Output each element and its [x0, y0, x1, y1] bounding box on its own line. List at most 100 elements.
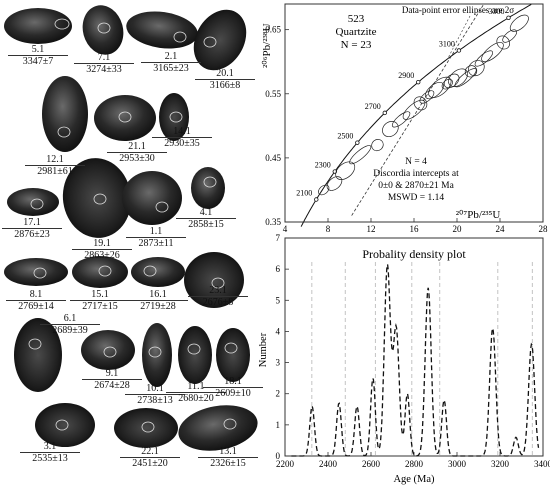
x-tick-label: 3000: [448, 459, 467, 469]
y-tick-label: 0.45: [265, 153, 281, 163]
error-ellipse: [496, 35, 511, 50]
grain-id: 18.1: [203, 376, 263, 388]
grain-label: 4.1 2858±15: [176, 207, 236, 230]
grain-id: 1.1: [126, 226, 186, 238]
grain-age: 2326±15: [210, 458, 246, 469]
grain-age: 2981±61: [37, 166, 73, 177]
grain-id: 6.1: [40, 313, 100, 325]
error-ellipse: [391, 111, 411, 128]
zircon-grain: [216, 328, 250, 382]
age-label: 2900: [398, 71, 414, 80]
grain-id: 16.1: [128, 289, 188, 301]
grain-id: 8.1: [6, 289, 66, 301]
error-ellipse: [481, 42, 504, 63]
y-tick-label: 0.65: [265, 25, 281, 35]
grain-age: 2769±14: [18, 301, 54, 312]
grain-label: 13.1 2326±15: [198, 446, 258, 469]
grain-age: 3274±33: [86, 64, 122, 75]
grain-label: 19.1 2863±26: [72, 238, 132, 261]
grain-label: 2.1 3165±23: [141, 51, 201, 74]
density-curve: [291, 264, 540, 457]
grain-label: 5.1 3347±7: [8, 44, 68, 67]
x-tick-label: 2400: [319, 459, 338, 469]
y-tick-label: 4: [276, 326, 281, 336]
zircon-grain: [81, 330, 135, 370]
pdp-title: Probality density plot: [362, 247, 466, 261]
zircon-grain: [82, 5, 124, 55]
grain-age: 2676±8: [202, 297, 234, 308]
x-tick-label: 8: [326, 224, 331, 234]
stats-line-2: Discordia intercepts at: [373, 169, 459, 179]
x-axis-label: ²⁰⁷Pb/²³⁵U: [456, 209, 501, 221]
grain-label: 6.1 2689±39: [40, 313, 100, 336]
grain-label: 23.1 2676±8: [188, 285, 248, 308]
zircon-grain: [35, 403, 95, 447]
age-label: 2700: [365, 102, 381, 111]
stats-line-3: 0±0 & 2870±21 Ma: [378, 181, 454, 191]
rock-label: Quartzite: [336, 26, 377, 38]
grain-id: 14.1: [152, 126, 212, 138]
grain-id: 2.1: [141, 51, 201, 63]
discordia-line: [351, 3, 485, 216]
grain-id: 23.1: [188, 285, 248, 297]
zircon-grain: [94, 95, 156, 141]
grain-id: 15.1: [70, 289, 130, 301]
error-ellipse: [448, 68, 468, 87]
stats-line-1: N = 4: [405, 157, 427, 167]
y-tick-label: 6: [276, 264, 281, 274]
age-label: 2500: [337, 132, 353, 141]
grain-age: 2930±35: [164, 138, 200, 149]
grain-age: 2535±13: [32, 453, 68, 464]
error-ellipse: [326, 176, 343, 191]
grain-label: 3.1 2535±13: [20, 441, 80, 464]
pdp-axes: 2200 2400 2600 2800 3000 3200 3400 0 1 2 3 4 5 6 7: [276, 233, 550, 469]
x-tick-label: 28: [539, 224, 549, 234]
y-tick-label: 3: [276, 358, 281, 368]
y-tick-label: 0.35: [265, 217, 281, 227]
grain-label: 14.1 2930±35: [152, 126, 212, 149]
grain-age: 2680±20: [178, 393, 214, 404]
error-ellipse: [318, 184, 330, 196]
age-marker: [382, 110, 387, 116]
y-tick-label: 0.55: [265, 89, 281, 99]
error-ellipse: [509, 14, 529, 32]
grain-id: 21.1: [107, 141, 167, 153]
grain-id: 5.1: [8, 44, 68, 56]
zircon-grain: [72, 256, 128, 288]
grain-age: 2863±26: [84, 250, 120, 261]
pdp-ylabel: Number: [258, 332, 269, 367]
age-label: 2300: [315, 161, 331, 170]
grain-label: 20.1 3166±8: [195, 68, 255, 91]
analysis-spots: [28, 18, 238, 433]
grain-label: 17.1 2876±23: [2, 217, 62, 240]
grain-label: 9.1 2674±28: [82, 368, 142, 391]
zircon-grain: [4, 258, 68, 286]
grain-age: 2609±10: [215, 388, 251, 399]
zircon-grain: [7, 188, 59, 216]
y-tick-label: 7: [276, 233, 281, 243]
y-tick-label: 5: [276, 295, 281, 305]
x-tick-label: 12: [367, 224, 376, 234]
grain-age: 2953±30: [119, 153, 155, 164]
age-label: 2100: [296, 189, 312, 198]
error-ellipse: [382, 121, 399, 138]
error-ellipse: [428, 76, 452, 98]
zircon-grain: [131, 257, 185, 287]
error-ellipse: [502, 29, 518, 43]
error-ellipse: [454, 68, 477, 88]
zircon-grain: [126, 11, 198, 49]
grain-age: 3347±7: [22, 56, 54, 67]
zircon-grain: [184, 252, 244, 308]
concordia-curve: [300, 3, 532, 227]
pdp-xlabel: Age (Ma): [393, 474, 435, 485]
concordia-axes: 4 8 12 16 20 24 28 0.35 0.45 0.55 0.65: [265, 25, 548, 234]
zircon-grain: [178, 326, 212, 384]
grain-id: 11.1: [166, 381, 226, 393]
error-ellipse: [419, 90, 435, 104]
y-tick-label: 2: [276, 389, 281, 399]
age-marker: [456, 48, 462, 53]
grain-label: 16.1 2719±28: [128, 289, 188, 312]
y-tick-label: 0: [276, 451, 281, 461]
grain-label: 21.1 2953±30: [107, 141, 167, 164]
grain-age: 2719±28: [140, 301, 176, 312]
